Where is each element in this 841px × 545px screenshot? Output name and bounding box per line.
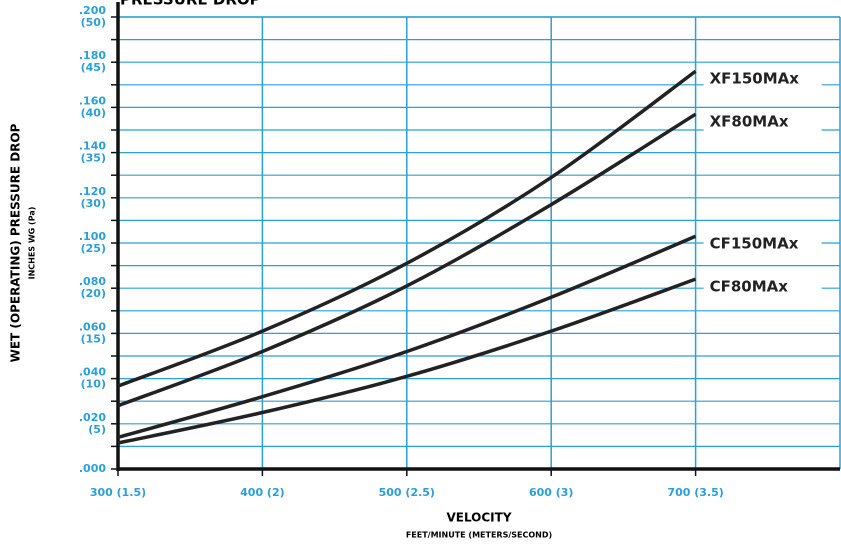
series-label: XF150MAx bbox=[710, 70, 800, 88]
y-tick-label: .060 bbox=[79, 320, 106, 333]
y-tick-label: .120 bbox=[79, 185, 106, 198]
x-axis-label: VELOCITY bbox=[446, 511, 511, 525]
y-axis-label: WET (OPERATING) PRESSURE DROP bbox=[9, 123, 23, 362]
legend-bg bbox=[703, 112, 822, 133]
y-tick-sublabel: (40) bbox=[81, 106, 106, 119]
y-tick-label: .200 bbox=[79, 4, 106, 17]
x-tick-label: 700 (3.5) bbox=[667, 486, 723, 499]
y-tick-sublabel: (20) bbox=[81, 287, 106, 300]
y-tick-sublabel: (35) bbox=[81, 152, 106, 165]
x-axis-sublabel: FEET/MINUTE (METERS/SECOND) bbox=[406, 531, 552, 540]
y-tick-sublabel: (45) bbox=[81, 61, 106, 74]
y-tick-sublabel: (50) bbox=[81, 16, 106, 29]
series-line bbox=[117, 234, 697, 440]
y-tick-label: .100 bbox=[79, 230, 106, 243]
series-line bbox=[117, 69, 697, 388]
y-tick-label: .160 bbox=[79, 94, 106, 107]
y-tick-sublabel: (25) bbox=[81, 242, 106, 255]
legend-bg bbox=[703, 277, 822, 298]
y-tick-sublabel: (5) bbox=[88, 423, 106, 436]
y-tick-label: .000 bbox=[79, 462, 106, 475]
y-tick-label: .180 bbox=[79, 49, 106, 62]
y-tick-label: .080 bbox=[79, 275, 106, 288]
x-tick-label: 400 (2) bbox=[240, 486, 285, 499]
x-tick-label: 500 (2.5) bbox=[379, 486, 435, 499]
x-tick-label: 600 (3) bbox=[529, 486, 574, 499]
y-tick-sublabel: (30) bbox=[81, 197, 106, 210]
y-tick-sublabel: (10) bbox=[81, 378, 106, 391]
chart-title: PRESSURE DROP bbox=[120, 0, 261, 9]
y-tick-label: .040 bbox=[79, 366, 106, 379]
y-tick-label: .140 bbox=[79, 140, 106, 153]
series-label: CF80MAx bbox=[710, 278, 789, 296]
series-label: XF80MAx bbox=[710, 113, 789, 131]
x-tick-label: 300 (1.5) bbox=[90, 486, 146, 499]
y-tick-label: .020 bbox=[79, 411, 106, 424]
series-line bbox=[117, 112, 697, 408]
series-line bbox=[117, 277, 697, 445]
y-tick-sublabel: (15) bbox=[81, 332, 106, 345]
series-label: CF150MAx bbox=[710, 235, 799, 253]
legend-bg bbox=[703, 69, 822, 90]
y-axis-sublabel: INCHES WG (Pa) bbox=[28, 207, 37, 280]
legend-bg bbox=[703, 234, 822, 255]
